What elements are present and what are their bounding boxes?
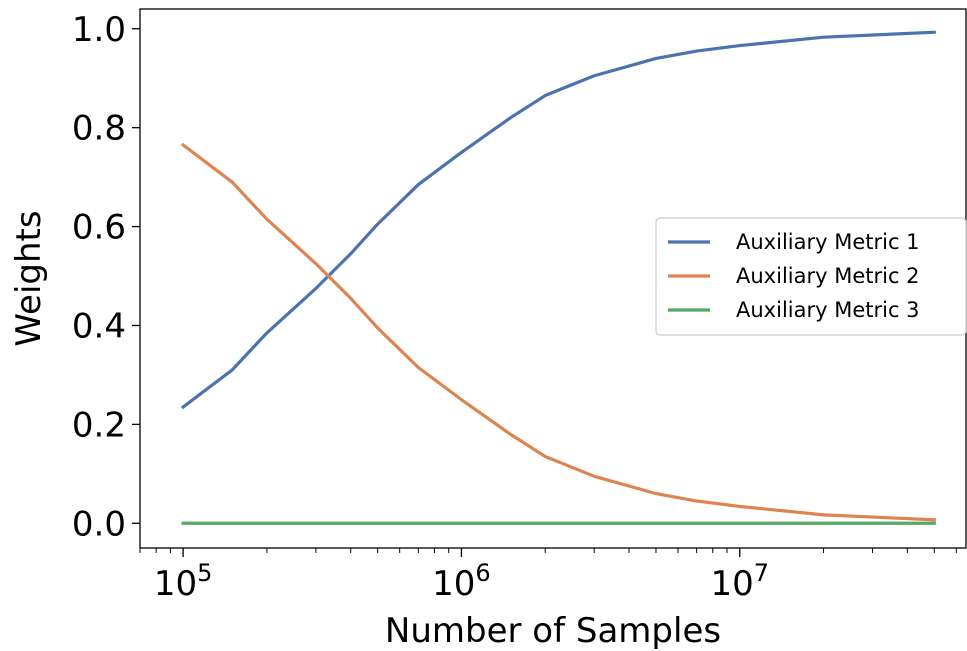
x-tick-label: 107 [710, 559, 769, 604]
x-tick-label: 105 [154, 559, 213, 604]
y-tick-label: 0.0 [72, 504, 126, 544]
legend-frame [655, 217, 967, 336]
y-axis-ticks: 0.0 0.2 0.4 0.6 0.8 1.0 [72, 10, 140, 544]
x-axis-label: Number of Samples [385, 611, 721, 651]
y-tick-label: 0.6 [72, 208, 126, 248]
series-line-1 [180, 30, 936, 410]
y-tick-label: 0.4 [72, 306, 126, 346]
y-tick-label: 0.2 [72, 405, 126, 445]
legend: Auxiliary Metric 1 Auxiliary Metric 2 Auxi… [655, 217, 967, 336]
legend-label-2: Auxiliary Metric 2 [736, 264, 920, 288]
y-axis-label: Weights [9, 210, 49, 346]
series-line-2 [180, 142, 936, 522]
legend-label-3: Auxiliary Metric 3 [736, 298, 920, 322]
x-axis-ticks: 105 106 107 [139, 548, 957, 604]
y-tick-label: 0.8 [72, 109, 126, 149]
x-tick-label: 106 [432, 559, 491, 604]
legend-label-1: Auxiliary Metric 1 [736, 230, 920, 254]
plot-lines [180, 30, 936, 525]
y-tick-label: 1.0 [72, 10, 126, 50]
